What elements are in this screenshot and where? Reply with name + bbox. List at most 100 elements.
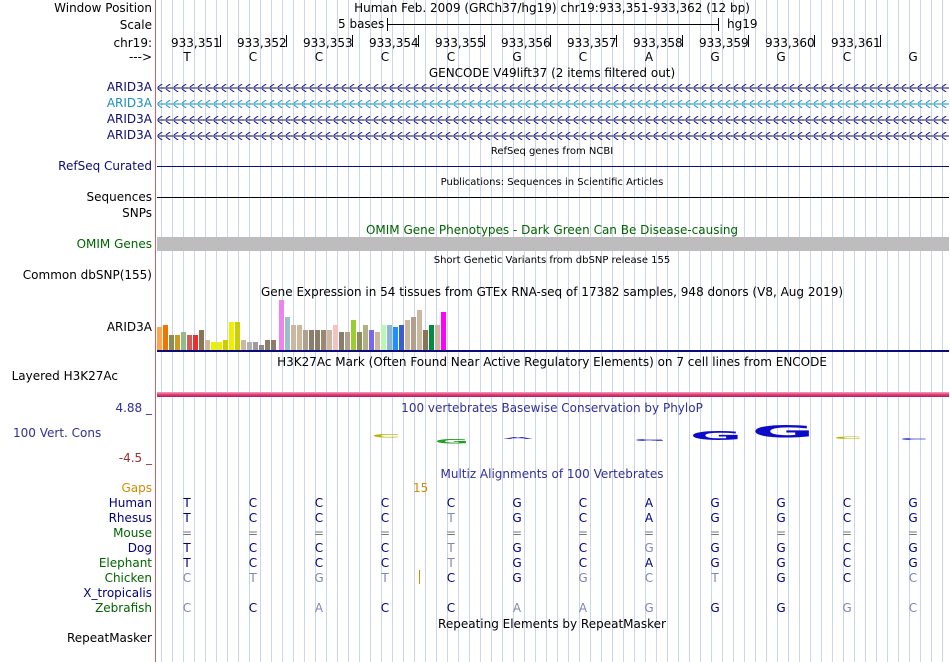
species-label[interactable]: Rhesus: [108, 511, 152, 525]
species-label[interactable]: Zebrafish: [95, 601, 152, 615]
gene-label-3[interactable]: ARID3A: [106, 112, 152, 126]
grid-line: [920, 0, 921, 662]
gene-label-1[interactable]: ARID3A: [106, 80, 152, 94]
gtex-tissue-bar[interactable]: [247, 342, 252, 350]
gtex-tissue-bar[interactable]: [435, 325, 440, 350]
gtex-tissue-bar[interactable]: [175, 335, 180, 350]
gtex-tissue-bar[interactable]: [157, 327, 162, 350]
gtex-tissue-bar[interactable]: [291, 325, 296, 350]
gtex-tissue-bar[interactable]: [375, 332, 380, 350]
gtex-tissue-bar[interactable]: [429, 325, 434, 350]
gtex-tissue-bar[interactable]: [309, 330, 314, 350]
species-label[interactable]: Elephant: [98, 556, 152, 570]
gtex-tissue-bar[interactable]: [223, 340, 228, 350]
track-left-border: [155, 0, 156, 662]
gtex-tissue-bar[interactable]: [381, 325, 386, 350]
alignment-base: A: [644, 496, 654, 510]
gtex-tissue-bar[interactable]: [303, 330, 308, 350]
gtex-tissue-bar[interactable]: [327, 330, 332, 350]
common-dbsnp-label[interactable]: Common dbSNP(155): [22, 268, 152, 282]
gtex-tissue-bar[interactable]: [241, 340, 246, 350]
alignment-base: C: [842, 511, 852, 525]
gtex-tissue-bar[interactable]: [253, 342, 258, 350]
gtex-tissue-bar[interactable]: [259, 345, 264, 350]
gtex-tissue-bar[interactable]: [297, 325, 302, 350]
h3k27ac-signal[interactable]: [157, 392, 949, 397]
gaps-count: 15: [413, 481, 429, 495]
gene-label-2[interactable]: ARID3A: [106, 96, 152, 110]
gtex-tissue-bar[interactable]: [211, 342, 216, 350]
gtex-tissue-bar[interactable]: [285, 317, 290, 350]
alignment-base: G: [908, 511, 918, 525]
alignment-base: T: [249, 571, 257, 585]
gtex-tissue-bar[interactable]: [333, 325, 338, 350]
gtex-tissue-bar[interactable]: [399, 325, 404, 350]
alignment-base: G: [512, 571, 522, 585]
gtex-track-title[interactable]: Gene Expression in 54 tissues from GTEx …: [260, 285, 844, 299]
snps-label[interactable]: SNPs: [122, 206, 152, 220]
h3k27ac-track-title[interactable]: H3K27Ac Mark (Often Found Near Active Re…: [277, 355, 827, 369]
alignment-base: C: [182, 601, 192, 615]
repeatmasker-track-title[interactable]: Repeating Elements by RepeatMasker: [438, 617, 666, 631]
alignment-base: C: [842, 556, 852, 570]
omim-track-title[interactable]: OMIM Gene Phenotypes - Dark Green Can Be…: [365, 223, 739, 237]
gtex-tissue-bar[interactable]: [193, 335, 198, 350]
gtex-tissue-bar[interactable]: [271, 340, 276, 350]
gencode-transcripts[interactable]: [157, 80, 949, 142]
gtex-tissue-bar[interactable]: [411, 317, 416, 350]
gtex-tissue-bar[interactable]: [345, 332, 350, 350]
sequences-label[interactable]: Sequences: [86, 190, 152, 204]
gtex-tissue-bar[interactable]: [315, 330, 320, 350]
grid-line: [744, 0, 745, 662]
conservation-label[interactable]: 100 Vert. Cons: [13, 426, 102, 440]
species-label[interactable]: Human: [108, 496, 152, 510]
grid-line: [667, 0, 668, 662]
gtex-tissue-bar[interactable]: [321, 330, 326, 350]
species-label[interactable]: Mouse: [113, 526, 152, 540]
omim-label[interactable]: OMIM Genes: [76, 237, 152, 251]
gtex-tissue-bar[interactable]: [229, 322, 234, 350]
gtex-tissue-bar[interactable]: [369, 330, 374, 350]
h3k27ac-label[interactable]: Layered H3K27Ac: [11, 369, 118, 383]
gtex-tissue-bar[interactable]: [417, 310, 422, 350]
gtex-tissue-bar[interactable]: [393, 327, 398, 350]
gtex-tissue-bar[interactable]: [235, 322, 240, 350]
gtex-tissue-bar[interactable]: [339, 332, 344, 350]
publications-line[interactable]: [157, 197, 949, 198]
species-label[interactable]: Chicken: [104, 571, 152, 585]
alignment-base: C: [380, 556, 390, 570]
dbsnp-track-title[interactable]: Short Genetic Variants from dbSNP releas…: [433, 255, 671, 266]
gtex-tissue-bar[interactable]: [387, 325, 392, 350]
refseq-line[interactable]: [157, 166, 949, 167]
species-label[interactable]: X_tropicalis: [83, 586, 152, 600]
gtex-tissue-bar[interactable]: [405, 320, 410, 350]
gtex-tissue-bar[interactable]: [363, 325, 368, 350]
gtex-tissue-bar[interactable]: [187, 335, 192, 350]
gtex-tissue-bar[interactable]: [199, 330, 204, 350]
species-label[interactable]: Dog: [127, 541, 152, 555]
gtex-gene-label[interactable]: ARID3A: [106, 320, 152, 334]
gtex-tissue-bar[interactable]: [163, 325, 168, 350]
multiz-track-title[interactable]: Multiz Alignments of 100 Vertebrates: [440, 467, 664, 481]
gtex-tissue-bar[interactable]: [279, 300, 284, 350]
repeatmasker-label[interactable]: RepeatMasker: [66, 631, 152, 645]
gtex-tissue-bar[interactable]: [441, 312, 446, 350]
phylop-track-title[interactable]: 100 vertebrates Basewise Conservation by…: [401, 401, 703, 415]
alignment-base: G: [776, 496, 786, 510]
gtex-tissue-bar[interactable]: [169, 335, 174, 350]
gtex-tissue-bar[interactable]: [181, 332, 186, 350]
gtex-tissue-bar[interactable]: [265, 340, 270, 350]
reference-base: G: [710, 50, 720, 64]
refseq-track-title[interactable]: RefSeq genes from NCBI: [490, 146, 614, 157]
gtex-tissue-bar[interactable]: [357, 332, 362, 350]
omim-bar[interactable]: [157, 237, 949, 251]
publications-track-title[interactable]: Publications: Sequences in Scientific Ar…: [440, 177, 664, 188]
gtex-tissue-bar[interactable]: [217, 342, 222, 350]
gtex-tissue-bar[interactable]: [351, 320, 356, 350]
refseq-label[interactable]: RefSeq Curated: [58, 159, 152, 173]
gene-label-4[interactable]: ARID3A: [106, 128, 152, 142]
chromosome-label: chr19:: [113, 36, 152, 50]
gtex-tissue-bar[interactable]: [205, 340, 210, 350]
gencode-track-title[interactable]: GENCODE V49lift37 (2 items filtered out): [428, 66, 676, 80]
gtex-tissue-bar[interactable]: [423, 330, 428, 350]
